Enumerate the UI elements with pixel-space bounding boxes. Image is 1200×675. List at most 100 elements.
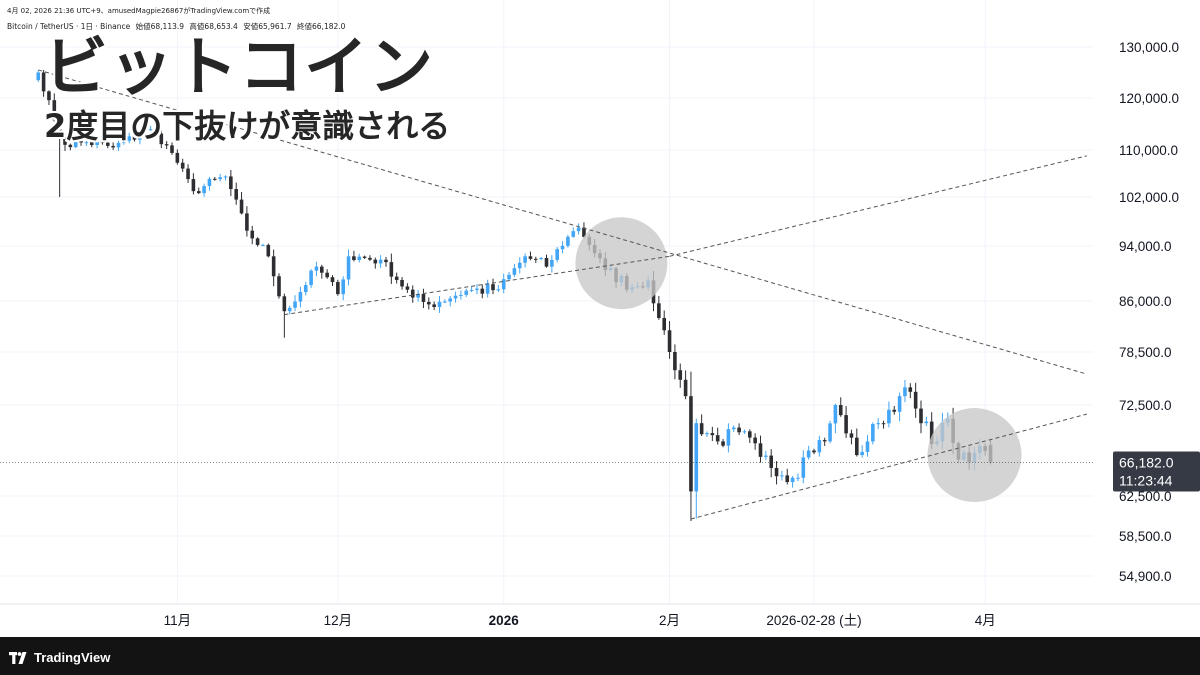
candle-down [245, 213, 249, 231]
candlestick-chart[interactable]: 130,000.0 120,000.0 110,000.0 102,000.0 94,0… [0, 0, 1200, 637]
candle-up [876, 423, 880, 425]
y-tick-label: 102,000.0 [1119, 190, 1179, 205]
candle-up [566, 236, 570, 246]
x-tick-label: 11月 [164, 613, 192, 628]
candle-up [790, 477, 795, 483]
candle-down [737, 427, 741, 433]
candle-up [507, 274, 511, 280]
candle-down [710, 433, 715, 436]
trendline-lower-support-1-extension [669, 155, 1087, 257]
candle-up [726, 429, 731, 446]
candle-down [849, 433, 854, 438]
price-badge-value: 66,182.0 [1119, 454, 1174, 470]
candle-down [699, 423, 704, 435]
candle-up [555, 249, 559, 260]
candle-down [325, 272, 329, 278]
candle-up [550, 259, 554, 267]
candle-up [705, 433, 709, 435]
candle-down [405, 286, 410, 290]
symbol-line[interactable]: Bitcoin / TetherUS · 1日 · Binance [7, 22, 131, 31]
candle-up [806, 450, 811, 458]
candle-up [36, 72, 41, 81]
candle-down [534, 258, 538, 260]
candle-down [368, 257, 372, 260]
y-tick-label: 58,500.0 [1119, 529, 1172, 544]
candle-down [758, 443, 763, 457]
y-tick-label: 86,000.0 [1119, 294, 1172, 309]
candle-up [448, 298, 452, 302]
candle-down [271, 256, 276, 277]
candle-up [122, 140, 126, 143]
highlight-circle [575, 217, 668, 310]
candle-down [384, 259, 388, 263]
candle-down [748, 431, 752, 438]
candle-up [293, 301, 297, 308]
candle-down [57, 120, 62, 135]
candle-up [897, 396, 902, 412]
candle-up [485, 284, 490, 294]
candle-down [753, 437, 757, 444]
candle-down [785, 475, 790, 483]
candle-down [400, 279, 404, 287]
high-label: 高値 [189, 22, 205, 31]
candle-down [170, 145, 174, 153]
candle-up [496, 289, 501, 291]
candle-down [683, 379, 688, 397]
y-tick-label: 120,000.0 [1119, 91, 1179, 106]
trendline-lower-support-2 [690, 413, 1087, 520]
tradingview-logo[interactable]: TradingView [9, 650, 110, 665]
price-badge [1113, 451, 1200, 492]
candle-up [517, 262, 522, 269]
candle-down [582, 227, 586, 237]
candle-up [287, 307, 292, 312]
candle-up [443, 301, 447, 303]
candle-down [250, 230, 255, 239]
candle-up [903, 387, 907, 397]
snapshot-meta: 4月 02, 2026 21:36 UTC+9、amusedMagpie2686… [7, 7, 271, 15]
candle-down [657, 303, 661, 318]
tradingview-icon [9, 651, 27, 664]
candle-down [394, 276, 399, 280]
candle-down [196, 191, 201, 194]
chart-panel[interactable] [0, 0, 1200, 637]
y-tick-label: 110,000.0 [1119, 143, 1178, 158]
candle-down [229, 176, 233, 190]
candle-up [437, 301, 442, 308]
candle-down [111, 145, 115, 148]
candle-up [314, 266, 319, 271]
close-label: 終値 [297, 22, 313, 31]
candle-down [421, 294, 426, 302]
candle-up [924, 421, 929, 424]
candle-down [330, 277, 335, 283]
candle-up [539, 258, 543, 260]
open-label: 始値 [135, 22, 151, 31]
candle-down [63, 134, 67, 145]
candle-up [469, 290, 474, 292]
candle-up [84, 142, 89, 144]
candle-up [346, 256, 351, 280]
candle-up [833, 405, 838, 424]
y-tick-label: 72,500.0 [1119, 398, 1172, 413]
candle-up [73, 141, 78, 148]
candle-down [855, 437, 859, 456]
candle-up [742, 431, 747, 433]
x-tick-label: 12月 [324, 613, 353, 628]
candle-up [887, 409, 891, 424]
candle-down [544, 258, 549, 267]
candle-down [100, 141, 105, 143]
x-tick-label: 4月 [975, 613, 996, 628]
candle-down [913, 391, 918, 409]
candle-up [202, 186, 206, 194]
candle-down [159, 133, 164, 145]
footer-bar [0, 637, 1200, 675]
candle-up [309, 270, 313, 286]
candle-up [453, 295, 458, 299]
candle-down [164, 144, 169, 146]
candle-up [341, 279, 345, 295]
candle-down [892, 409, 897, 412]
candle-up [796, 477, 800, 479]
candle-down [180, 162, 185, 169]
candle-down [68, 144, 73, 148]
candle-up [148, 129, 153, 131]
candle-up [501, 279, 506, 290]
